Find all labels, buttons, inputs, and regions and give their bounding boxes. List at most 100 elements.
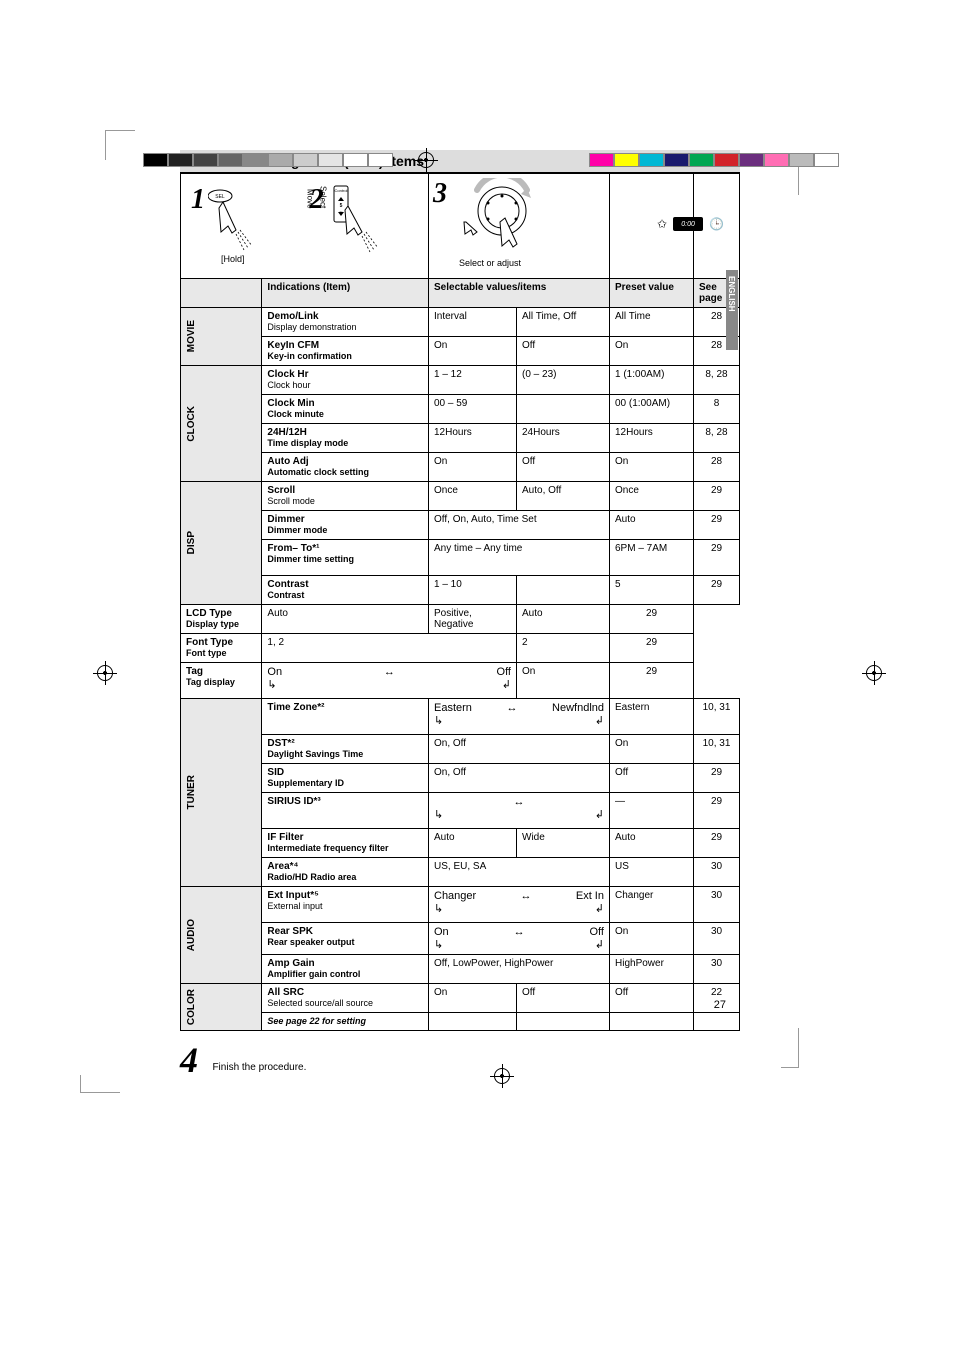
page-ref-cell: 29 — [610, 634, 694, 663]
page-ref-cell: 29 — [610, 605, 694, 634]
preset-header: Preset value — [610, 279, 694, 308]
crop-mark-br — [781, 1028, 799, 1068]
swatch-yellow — [614, 153, 639, 167]
value2-cell: Positive, Negative — [429, 605, 517, 634]
category-cell: CLOCK — [181, 366, 262, 482]
sound-icon: 🕒 — [709, 217, 724, 231]
table-row: SIRIUS ID*³↔↳↲—29 — [181, 793, 740, 829]
item-cell: Rear SPKRear speaker output — [262, 923, 429, 955]
page-ref-cell — [694, 1013, 740, 1031]
table-row: DST*²Daylight Savings TimeOn, OffOn10, 3… — [181, 735, 740, 764]
swatch-gray1 — [193, 153, 218, 167]
preset-cell: On — [610, 923, 694, 955]
swatch-gray2 — [218, 153, 243, 167]
value2-cell: (0 – 23) — [517, 366, 610, 395]
preset-cell: 12Hours — [610, 424, 694, 453]
item-cell: Auto AdjAutomatic clock setting — [262, 453, 429, 482]
swatch-white1 — [343, 153, 368, 167]
item-cell: DimmerDimmer mode — [262, 511, 429, 540]
value-arrow-cell: Eastern↔Newfndlnd↳↲ — [429, 699, 610, 735]
value1-cell: 1 – 12 — [429, 366, 517, 395]
crop-mark-bl — [80, 1075, 120, 1093]
page-ref-cell: 29 — [694, 576, 740, 605]
preset-cell: Changer — [610, 887, 694, 923]
english-tab-label: ENGLISH — [726, 270, 737, 318]
value1-cell: On — [429, 453, 517, 482]
swatch-pink — [764, 153, 789, 167]
swatch-dark-gray — [168, 153, 193, 167]
step-4-row: 4 Finish the procedure. — [180, 1039, 740, 1081]
value2-cell — [517, 576, 610, 605]
preset-cell: 00 (1:00AM) — [610, 395, 694, 424]
sel-button-graphic: SEL — [208, 184, 258, 254]
value-arrow-cell: ↔↳↲ — [429, 793, 610, 829]
table-row: ContrastContrast1 – 10529 — [181, 576, 740, 605]
value2-cell: Off — [517, 453, 610, 482]
table-row: Amp GainAmplifier gain controlOff, LowPo… — [181, 955, 740, 984]
table-row: From– To*¹Dimmer time settingAny time – … — [181, 540, 740, 576]
display-icon: 0:00 — [673, 217, 703, 231]
table-row: Clock MinClock minute00 – 5900 (1:00AM)8 — [181, 395, 740, 424]
item-cell: Font TypeFont type — [181, 634, 262, 663]
step-cell-1-2: 1 SEL [Hold] — [181, 174, 429, 279]
page-container: ✩ 0:00 🕒 ENGLISH Preferred Setting Mode … — [0, 0, 954, 1181]
item-cell: Ext Input*⁵External input — [262, 887, 429, 923]
control-button-graphic: Control 5 ∞ — [326, 184, 386, 260]
svg-text:Control: Control — [335, 188, 348, 193]
step-4-text: Finish the procedure. — [212, 1062, 306, 1073]
preset-cell: On — [610, 337, 694, 366]
page-ref-cell: 29 — [694, 540, 740, 576]
registration-mark-left — [97, 665, 113, 681]
page-number: 27 — [714, 999, 726, 1011]
item-cell: LCD TypeDisplay type — [181, 605, 262, 634]
value1-cell: 1 – 10 — [429, 576, 517, 605]
table-row: LCD TypeDisplay typeAutoPositive, Negati… — [181, 605, 740, 634]
value1-cell — [429, 1013, 517, 1031]
step-2-move: Move — [306, 189, 315, 209]
value-arrow-cell: On↔Off↳↲ — [262, 663, 517, 699]
table-row: CLOCKClock HrClock hour1 – 12(0 – 23)1 (… — [181, 366, 740, 395]
star-icon: ✩ — [657, 217, 667, 231]
value-span-cell: Any time – Any time — [429, 540, 610, 576]
value-span-cell: 1, 2 — [262, 634, 517, 663]
swatch-cyan — [639, 153, 664, 167]
category-cell: AUDIO — [181, 887, 262, 984]
preset-cell: All Time — [610, 308, 694, 337]
preset-cell: On — [517, 663, 610, 699]
value1-cell: On — [429, 337, 517, 366]
table-row: SIDSupplementary IDOn, OffOff29 — [181, 764, 740, 793]
swatch-black — [143, 153, 168, 167]
registration-mark-bottom — [494, 1068, 510, 1084]
preset-cell: US — [610, 858, 694, 887]
value1-cell: Interval — [429, 308, 517, 337]
category-cell: MOVIE — [181, 308, 262, 366]
item-cell: SIRIUS ID*³ — [262, 793, 429, 829]
table-row: DimmerDimmer modeOff, On, Auto, Time Set… — [181, 511, 740, 540]
item-cell: TagTag display — [181, 663, 262, 699]
header-icon-group: ✩ 0:00 🕒 — [657, 217, 724, 231]
table-row: KeyIn CFMKey-in confirmationOnOffOn28 — [181, 337, 740, 366]
item-cell: Time Zone*² — [262, 699, 429, 735]
preset-cell: Auto — [610, 511, 694, 540]
item-cell: Amp GainAmplifier gain control — [262, 955, 429, 984]
preset-cell: 1 (1:00AM) — [610, 366, 694, 395]
swatch-gray6 — [318, 153, 343, 167]
preset-cell: Off — [610, 764, 694, 793]
page-ref-cell: 29 — [694, 764, 740, 793]
step-cell-3: 3 — [429, 174, 610, 279]
swatch-red — [714, 153, 739, 167]
item-cell: All SRCSelected source/all source — [262, 984, 429, 1013]
table-row: Area*⁴Radio/HD Radio areaUS, EU, SAUS30 — [181, 858, 740, 887]
value-span-cell: Off, On, Auto, Time Set — [429, 511, 610, 540]
category-cell: COLOR — [181, 984, 262, 1031]
value1-cell: Once — [429, 482, 517, 511]
table-row: See page 22 for setting — [181, 1013, 740, 1031]
page-ref-cell: 10, 31 — [694, 699, 740, 735]
value-span-cell: Off, LowPower, HighPower — [429, 955, 610, 984]
table-row: COLORAll SRCSelected source/all sourceOn… — [181, 984, 740, 1013]
preset-cell: 6PM – 7AM — [610, 540, 694, 576]
page-ref-cell: 29 — [694, 482, 740, 511]
preset-cell: 2 — [517, 634, 610, 663]
page-ref-cell: 8 — [694, 395, 740, 424]
preset-cell: Eastern — [610, 699, 694, 735]
